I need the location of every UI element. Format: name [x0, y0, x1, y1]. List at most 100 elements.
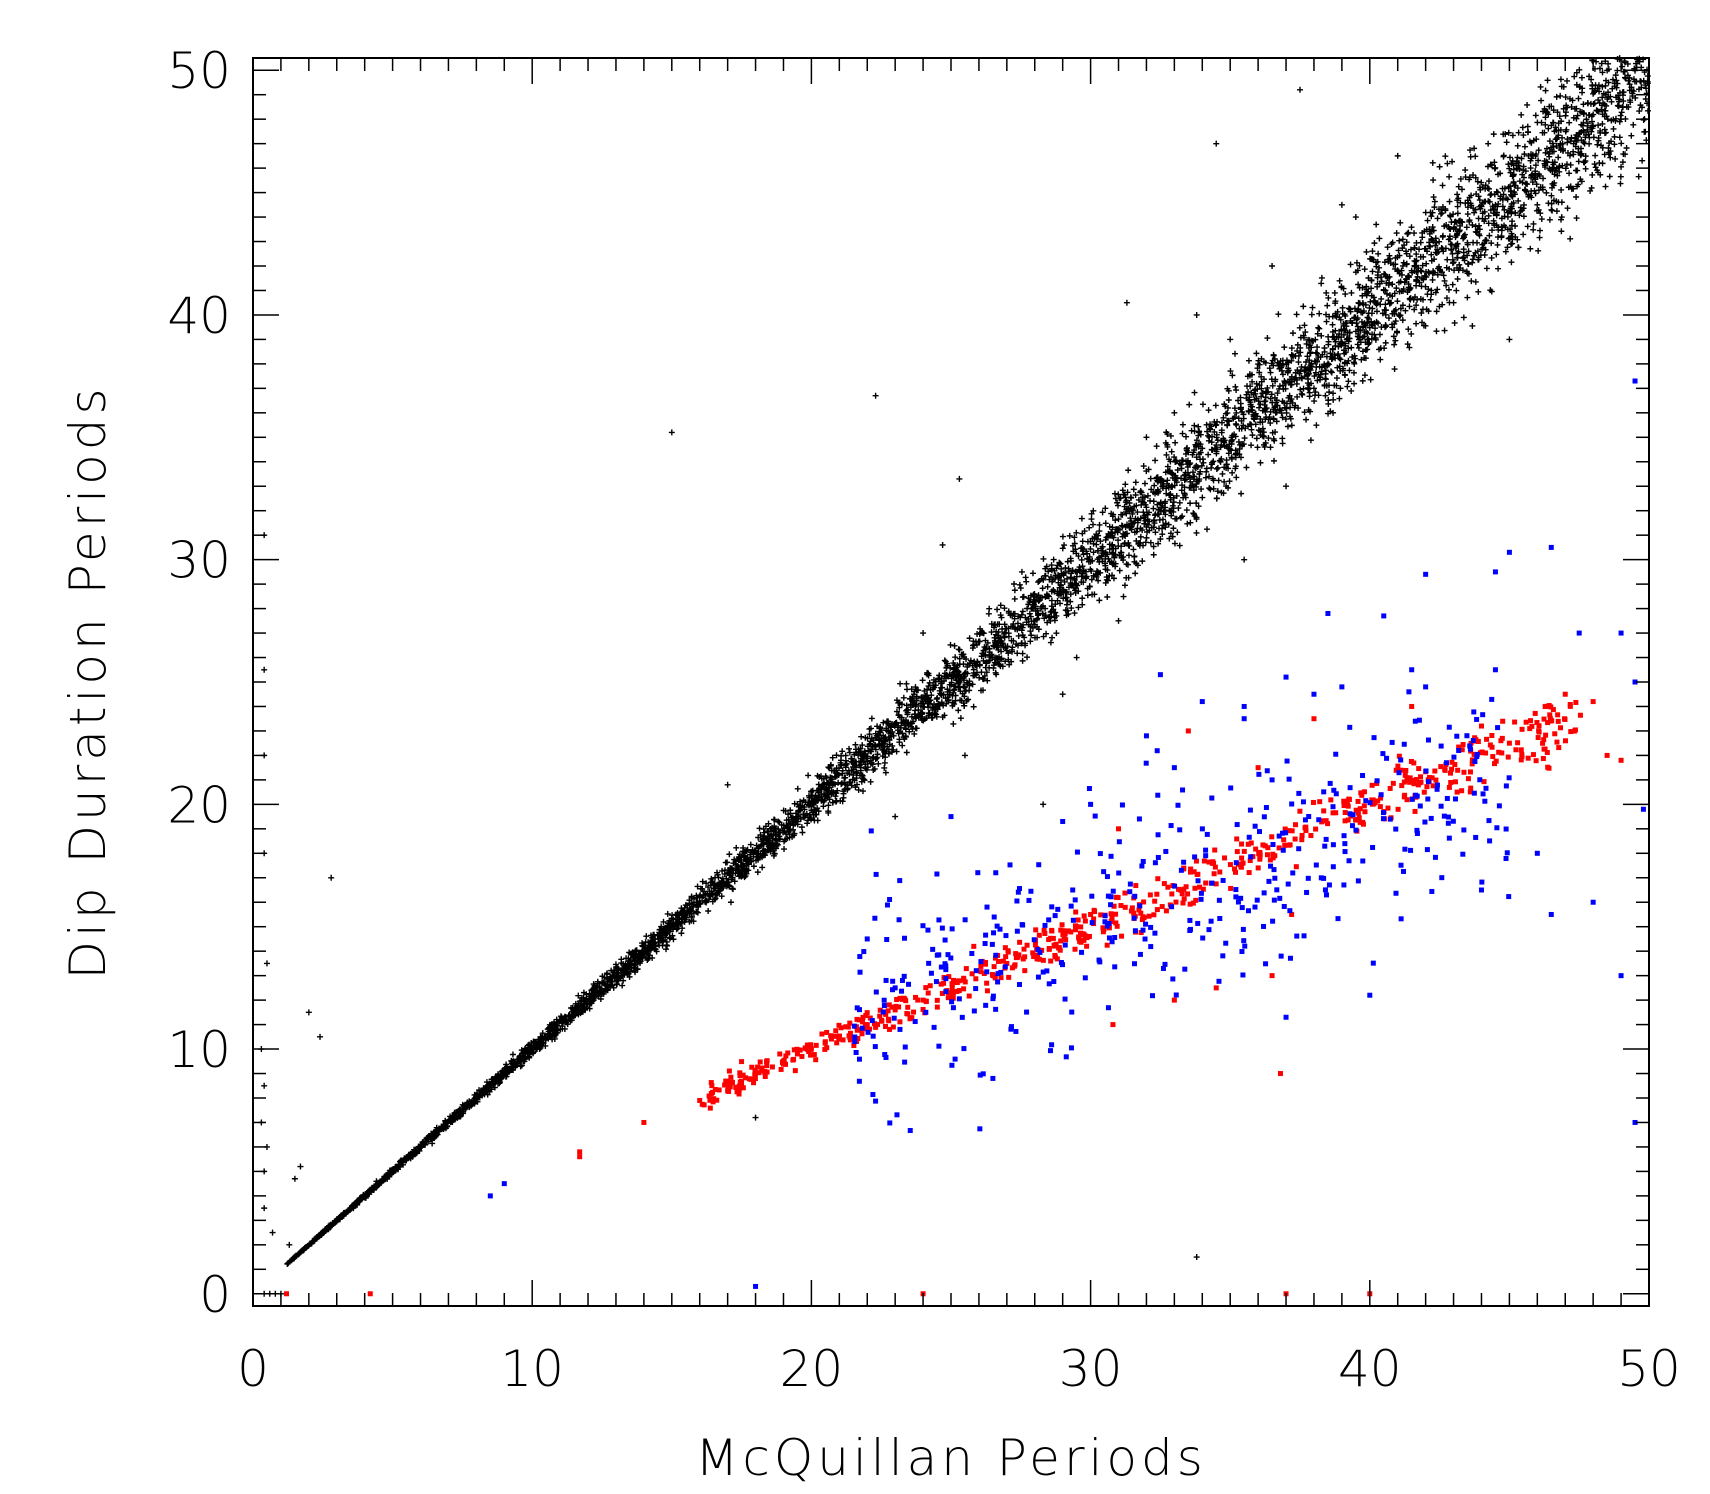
scatter-point: [1371, 240, 1378, 247]
scatter-point: [1193, 500, 1200, 507]
scatter-point: [1406, 344, 1413, 351]
scatter-point: [1229, 372, 1236, 379]
scatter-point: [1494, 241, 1501, 248]
scatter-point: [1202, 474, 1209, 481]
scatter-point: [846, 745, 853, 752]
scatter-point: [1295, 352, 1302, 359]
scatter-point: [1451, 319, 1458, 326]
scatter-point: [1125, 467, 1132, 474]
scatter-point: [1150, 543, 1157, 550]
scatter-point: [1595, 137, 1602, 144]
scatter-point: [1619, 63, 1626, 70]
scatter-point: [1179, 430, 1186, 437]
scatter-point: [1520, 205, 1527, 212]
scatter-point: [1139, 527, 1146, 534]
scatter-point: [1026, 610, 1033, 617]
scatter-point: [1376, 235, 1383, 242]
scatter-point: [1298, 363, 1305, 370]
scatter-point: [1256, 404, 1263, 411]
scatter-point: [1434, 215, 1441, 222]
scatter-point: [1232, 383, 1239, 390]
scatter-point: [1049, 634, 1056, 641]
scatter-point: [1464, 294, 1471, 301]
scatter-point: [875, 760, 882, 767]
scatter-point: [1537, 210, 1544, 217]
scatter-point: [1436, 163, 1443, 170]
scatter-point: [1470, 239, 1477, 246]
scatter-point: [1233, 387, 1240, 394]
scatter-point: [1471, 145, 1478, 152]
scatter-point: [1333, 375, 1340, 382]
scatter-point: [925, 683, 932, 690]
scatter-point: [1413, 320, 1420, 327]
scatter-point: [1362, 346, 1369, 353]
scatter-point: [1542, 114, 1549, 121]
scatter-point: [1428, 251, 1435, 258]
scatter-point: [1611, 133, 1618, 140]
scatter-point: [1578, 74, 1585, 81]
scatter-point: [1524, 123, 1531, 130]
scatter-point: [1216, 457, 1223, 464]
scatter-point: [1632, 94, 1639, 101]
scatter-point: [1429, 224, 1436, 231]
scatter-point: [1150, 505, 1157, 512]
scatter-point: [1396, 252, 1403, 259]
scatter-point: [1429, 159, 1436, 166]
scatter-point: [1114, 499, 1121, 506]
scatter-point: [1470, 172, 1477, 179]
scatter-point: [660, 918, 667, 925]
scatter-point: [979, 687, 986, 694]
scatter-point: [1331, 289, 1338, 296]
scatter-point: [799, 829, 806, 836]
scatter-point: [1325, 294, 1332, 301]
scatter-point: [1205, 407, 1212, 414]
scatter-point: [1089, 521, 1096, 528]
scatter-point: [1560, 105, 1567, 112]
scatter-point: [1061, 542, 1068, 549]
scatter-point: [1159, 531, 1166, 538]
scatter-point: [740, 844, 747, 851]
scatter-point: [1444, 256, 1451, 263]
scatter-point: [1125, 561, 1132, 568]
scatter-point: [1167, 530, 1174, 537]
scatter-point: [1248, 371, 1255, 378]
scatter-point: [1304, 353, 1311, 360]
scatter-point: [858, 733, 865, 740]
scatter-point: [1170, 525, 1177, 532]
scatter-point: [1127, 515, 1134, 522]
scatter-point: [969, 681, 976, 688]
scatter-point: [1156, 516, 1163, 523]
scatter-point: [1214, 464, 1221, 471]
scatter-point: [899, 742, 906, 749]
scatter-point: [1430, 194, 1437, 201]
scatter-point: [1473, 191, 1480, 198]
scatter-point: [1039, 585, 1046, 592]
scatter-point: [794, 785, 801, 792]
scatter-point: [1109, 549, 1116, 556]
scatter-point: [1519, 124, 1526, 131]
scatter-point: [727, 899, 734, 906]
scatter-point: [1368, 285, 1375, 292]
scatter-point: [1618, 109, 1625, 116]
scatter-point: [1567, 161, 1574, 168]
scatter-point: [1018, 568, 1025, 575]
scatter-point: [1199, 494, 1206, 501]
scatter-point: [1554, 109, 1561, 116]
scatter-point: [1408, 224, 1415, 231]
scatter-point: [1626, 81, 1633, 88]
scatter-point: [1361, 372, 1368, 379]
scatter-point: [1532, 162, 1539, 169]
scatter-point: [1449, 281, 1456, 288]
scatter-point: [1276, 383, 1283, 390]
scatter-point: [1054, 597, 1061, 604]
scatter-point: [967, 657, 974, 664]
scatter-point: [1336, 277, 1343, 284]
scatter-point: [1075, 553, 1082, 560]
scatter-point: [1476, 222, 1483, 229]
scatter-point: [1145, 521, 1152, 528]
scatter-point: [1264, 335, 1271, 342]
scatter-point: [1436, 303, 1443, 310]
scatter-point: [1120, 593, 1127, 600]
scatter-point: [1114, 502, 1121, 509]
